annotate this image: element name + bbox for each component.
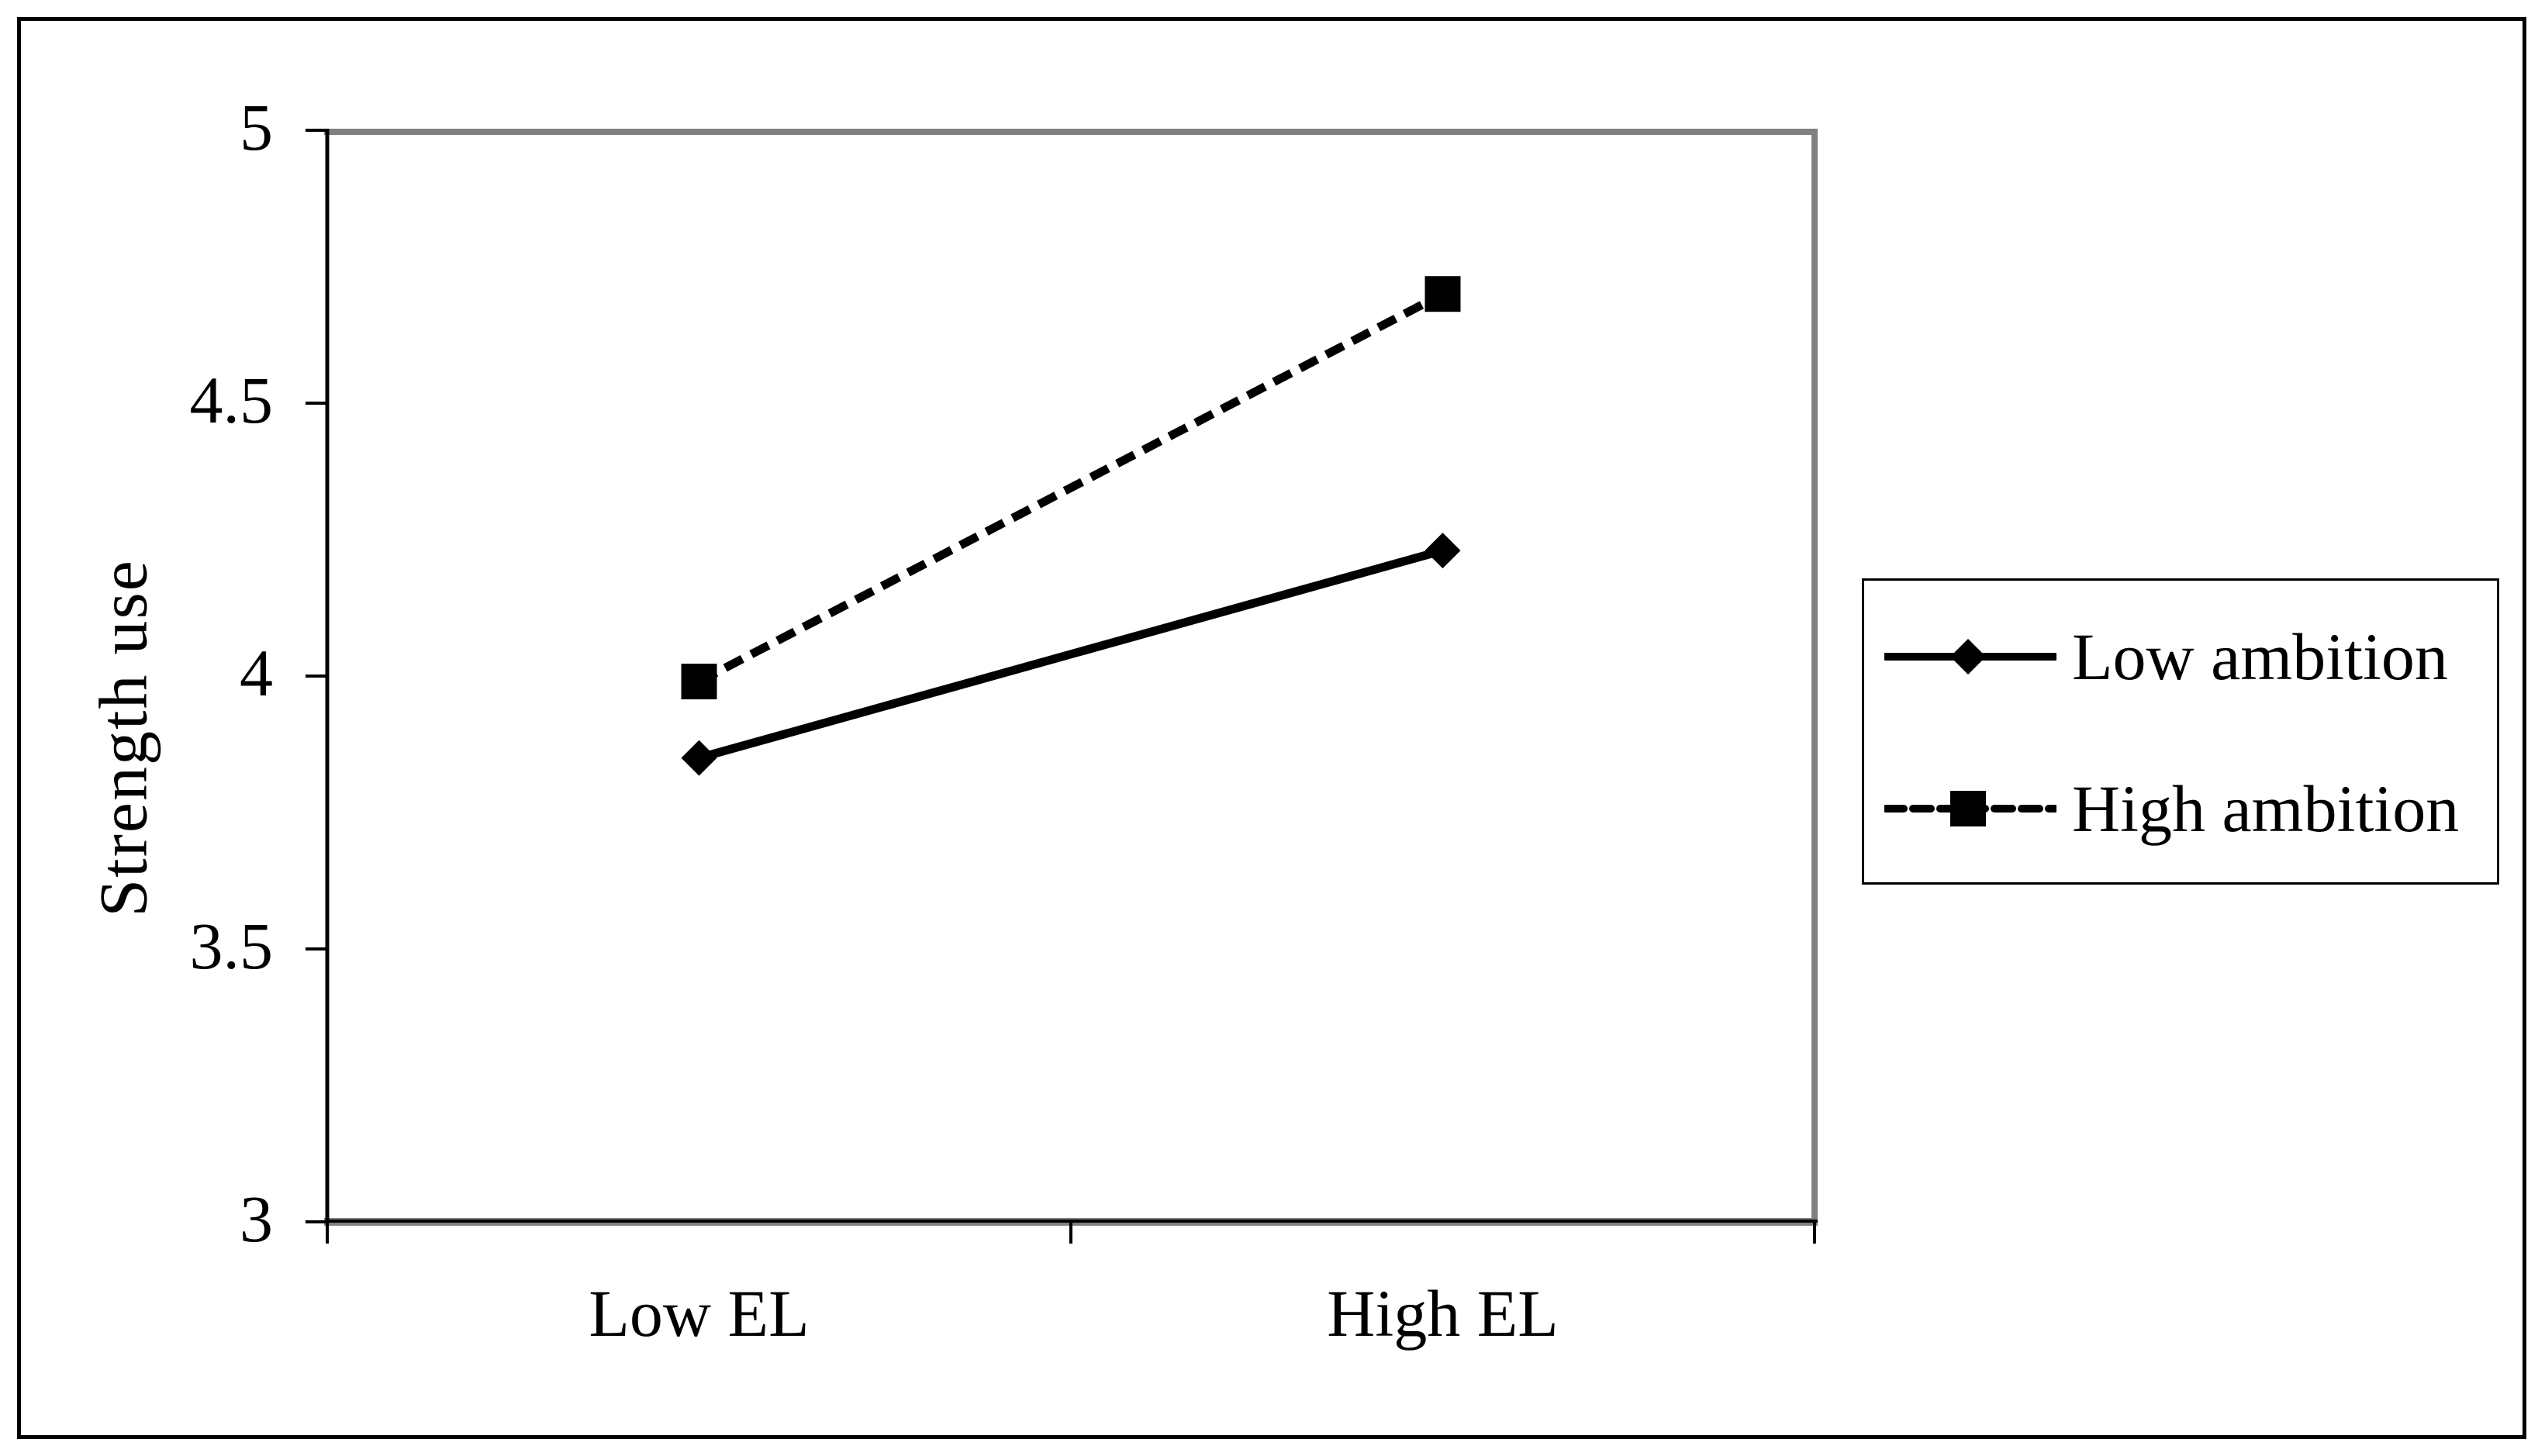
series-line-low-ambition: [698, 546, 1444, 762]
x-category-label-low-el: Low EL: [589, 1276, 810, 1351]
legend-label: High ambition: [2072, 771, 2460, 846]
legend-entry-low-ambition: Low ambition: [1884, 610, 2489, 703]
legend-box: Low ambition High ambition: [1862, 578, 2499, 885]
legend-sample-diamond-solid-line-icon: [1884, 638, 2056, 675]
y-tick-label: 3: [240, 1182, 273, 1256]
legend-marker-square-icon: [1950, 791, 1986, 826]
y-axis-title: Strength use: [86, 559, 162, 917]
series-line-high-ambition: [696, 290, 1445, 685]
legend-sample-square-dashed-line-icon: [1884, 791, 2056, 826]
y-tick-label: 4: [240, 636, 273, 710]
legend-marker-diamond-icon: [1949, 638, 1986, 675]
data-point-low-ambition-high-el: [1424, 533, 1461, 569]
y-tick-label: 3.5: [189, 909, 274, 983]
x-category-label-high-el: High EL: [1327, 1276, 1559, 1351]
data-point-high-ambition-high-el: [1424, 276, 1461, 312]
legend-label: Low ambition: [2072, 619, 2448, 694]
y-tick-label: 4.5: [189, 363, 274, 437]
y-tick-label: 5: [240, 90, 273, 164]
data-point-low-ambition-low-el: [681, 740, 717, 776]
legend-entry-high-ambition: High ambition: [1884, 762, 2489, 855]
data-point-high-ambition-low-el: [681, 664, 717, 700]
